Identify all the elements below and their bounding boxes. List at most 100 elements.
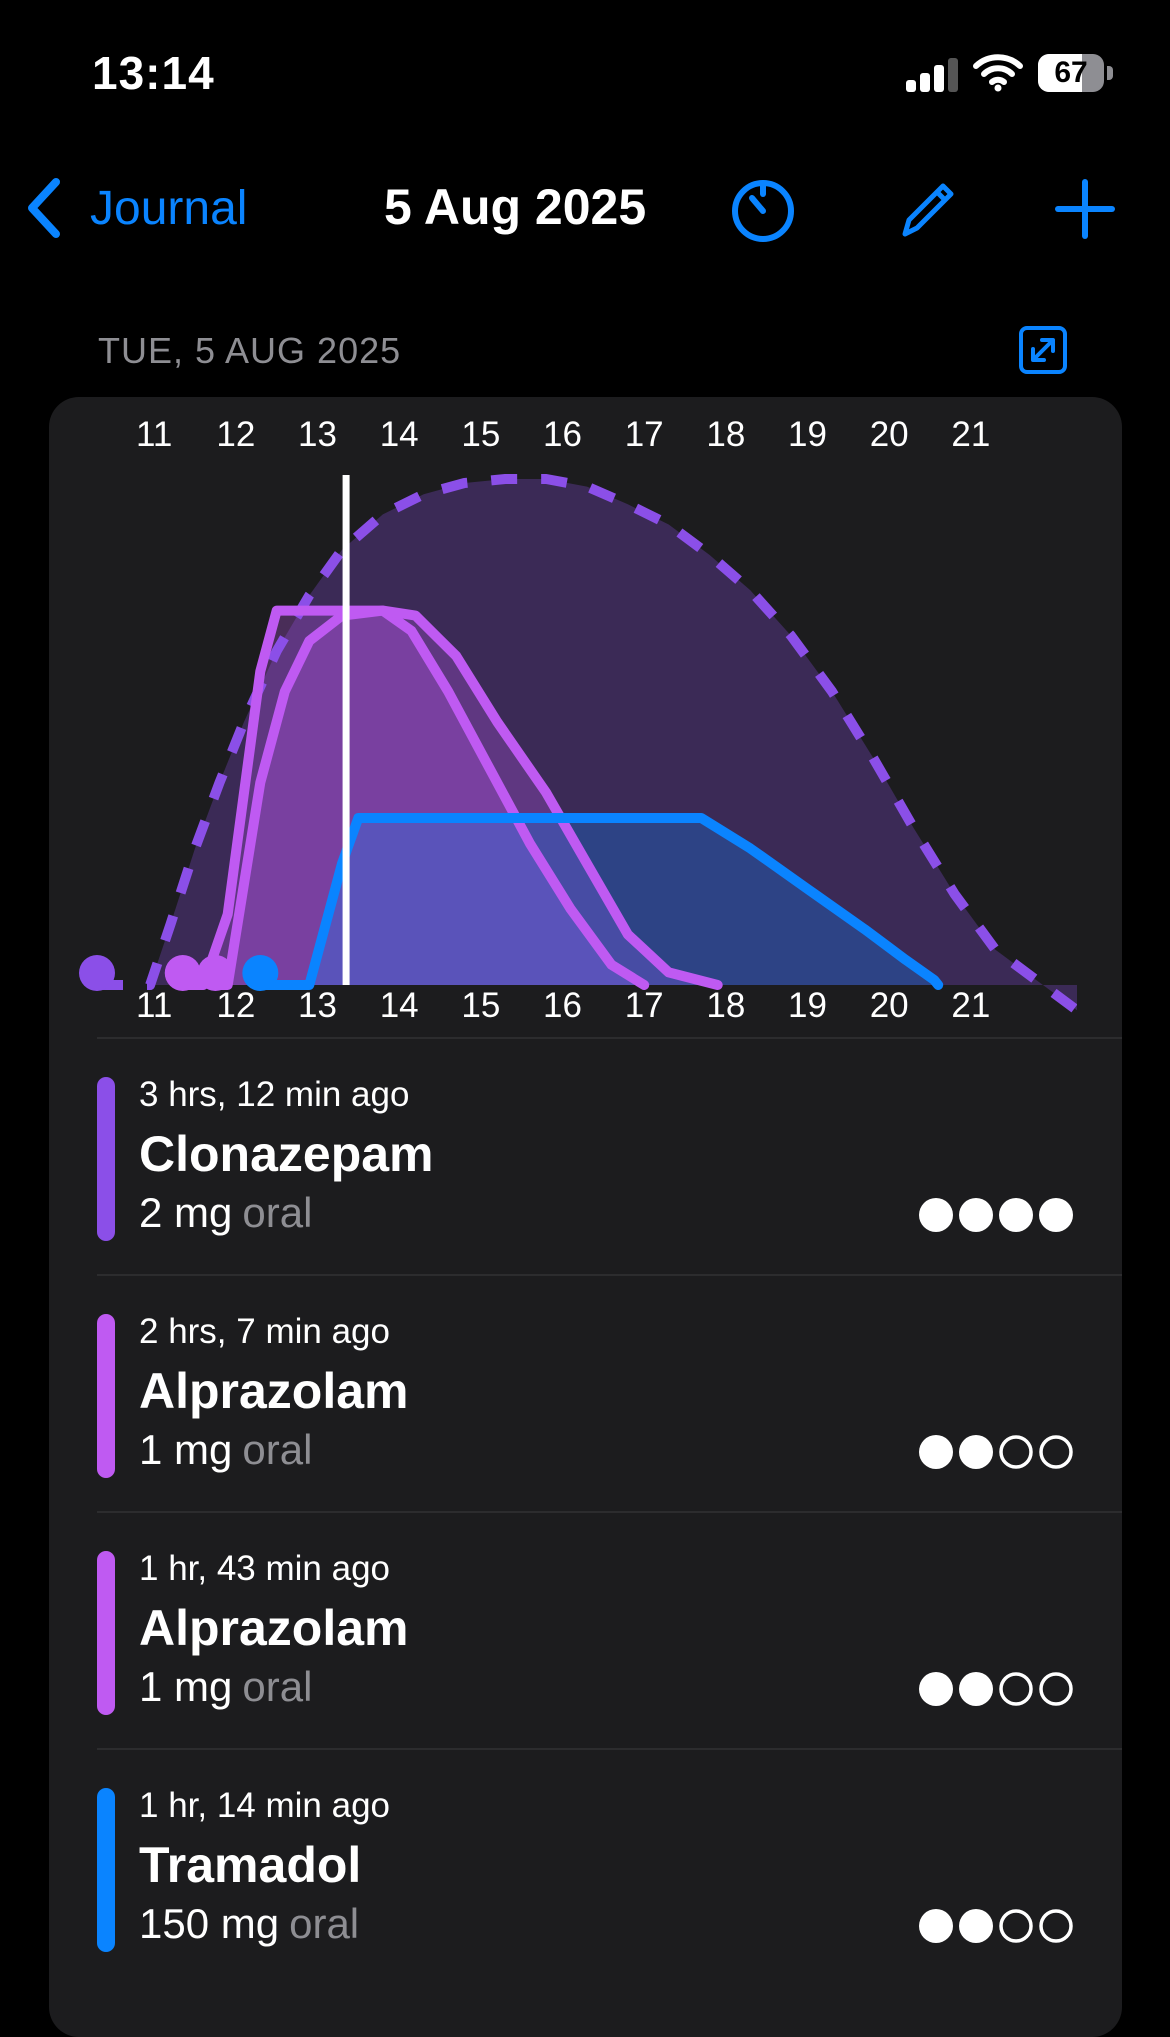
chevron-left-icon [28, 178, 60, 238]
x-tick-label-top: 15 [461, 415, 500, 454]
dose-dot-filled [999, 1198, 1033, 1232]
dose-marker-4[interactable] [242, 955, 279, 991]
x-tick-label-bottom: 18 [706, 986, 745, 1025]
x-tick-label-top: 12 [216, 415, 255, 454]
navigation-bar: Journal 5 Aug 2025 [0, 150, 1170, 266]
substance-name: Clonazepam [139, 1126, 434, 1182]
ingestion-row[interactable]: 2 hrs, 7 min ago Alprazolam 1 mg oral [49, 1276, 1122, 1512]
x-tick-label-bottom: 16 [543, 986, 582, 1025]
x-tick-label-top: 16 [543, 415, 582, 454]
dose-dot-filled [919, 1198, 953, 1232]
section-header-date: TUE, 5 AUG 2025 [98, 330, 402, 371]
timeline-card: 11 12 13 14 15 16 17 18 19 20 21 11 12 13 14 15 16 17 18 1… [49, 397, 1122, 2037]
x-tick-label-bottom: 21 [951, 986, 990, 1025]
x-tick-label-bottom: 20 [870, 986, 909, 1025]
x-tick-label-top: 21 [951, 415, 990, 454]
ingestion-time-ago: 1 hr, 14 min ago [139, 1786, 390, 1825]
route-of-administration: oral [242, 1426, 313, 1473]
series-area-4 [260, 818, 939, 985]
x-tick-label-top: 14 [380, 415, 419, 454]
ingestion-row[interactable]: 3 hrs, 12 min ago Clonazepam 2 mg oral [49, 1039, 1122, 1275]
dose-dot-filled [919, 1435, 953, 1469]
substance-name: Alprazolam [139, 1600, 409, 1656]
x-tick-label-top: 20 [870, 415, 909, 454]
route-of-administration: oral [242, 1663, 313, 1710]
row-divider [97, 1511, 1122, 1513]
back-label: Journal [90, 181, 248, 235]
dose-marker-1[interactable] [79, 955, 115, 991]
route-of-administration: oral [289, 1900, 360, 1947]
dose-dot-empty [1039, 1909, 1073, 1943]
row-divider [97, 1748, 1122, 1750]
substance-color-bar [97, 1314, 115, 1478]
dose-line: 2 mg oral [139, 1189, 312, 1237]
series-area-2 [182, 610, 645, 985]
dose-amount: 1 mg [139, 1426, 233, 1473]
x-tick-label-bottom: 13 [298, 986, 337, 1025]
page-title: 5 Aug 2025 [384, 179, 647, 235]
series-line-4 [255, 813, 944, 990]
route-of-administration: oral [242, 1189, 313, 1236]
battery-percent: 67 [1054, 56, 1088, 89]
row-divider [97, 1037, 1122, 1039]
plus-icon[interactable] [1050, 174, 1120, 244]
dose-dot-filled [959, 1198, 993, 1232]
ingestion-time-ago: 2 hrs, 7 min ago [139, 1312, 390, 1351]
substance-color-bar [97, 1077, 115, 1241]
pencil-icon[interactable] [893, 174, 963, 244]
dose-amount: 150 mg [139, 1900, 280, 1947]
substance-color-bar [97, 1551, 115, 1715]
ingestion-row[interactable]: 1 hr, 43 min ago Alprazolam 1 mg oral [49, 1513, 1122, 1749]
dose-dot-empty [1039, 1672, 1073, 1706]
dose-line: 1 mg oral [139, 1663, 312, 1711]
x-tick-label-bottom: 19 [788, 986, 827, 1025]
dose-dot-filled [1039, 1198, 1073, 1232]
x-tick-label-top: 13 [298, 415, 337, 454]
dose-dot-filled [919, 1909, 953, 1943]
dose-dot-filled [919, 1672, 953, 1706]
wifi-icon [973, 54, 1023, 92]
series-area-3 [215, 610, 718, 985]
dose-strength-dots [919, 1672, 1073, 1706]
ingestion-time-ago: 1 hr, 43 min ago [139, 1549, 390, 1588]
effect-timeline-chart[interactable]: 11 12 13 14 15 16 17 18 19 20 21 11 12 13 14 15 16 17 18 1… [49, 397, 1122, 1037]
dose-amount: 1 mg [139, 1663, 233, 1710]
expand-arrows-icon[interactable] [1018, 325, 1068, 375]
dose-marker-2[interactable] [164, 955, 201, 991]
dose-strength-dots [919, 1435, 1073, 1469]
status-time: 13:14 [92, 47, 215, 99]
status-bar: 13:14 67 [0, 0, 1170, 150]
dose-dot-empty [999, 1435, 1033, 1469]
dose-dot-empty [999, 1909, 1033, 1943]
dose-strength-dots [919, 1198, 1073, 1232]
dose-amount: 2 mg [139, 1189, 233, 1236]
dose-dot-filled [959, 1672, 993, 1706]
substance-name: Tramadol [139, 1837, 362, 1893]
substance-color-bar [97, 1788, 115, 1952]
row-divider [97, 1274, 1122, 1276]
x-tick-label-bottom: 11 [136, 986, 172, 1025]
dose-dot-empty [999, 1672, 1033, 1706]
ingestion-row[interactable]: 1 hr, 14 min ago Tramadol 150 mg oral [49, 1750, 1122, 1986]
dose-dot-filled [959, 1435, 993, 1469]
x-tick-label-bottom: 15 [461, 986, 500, 1025]
dose-line: 150 mg oral [139, 1900, 359, 1948]
dose-line: 1 mg oral [139, 1426, 312, 1474]
dose-dot-filled [959, 1909, 993, 1943]
x-tick-label-bottom: 17 [625, 986, 664, 1025]
substance-name: Alprazolam [139, 1363, 409, 1419]
timer-icon[interactable] [728, 174, 798, 244]
dose-strength-dots [919, 1909, 1073, 1943]
x-tick-label-bottom: 12 [216, 986, 255, 1025]
series-line-3 [210, 605, 723, 990]
dose-marker-3[interactable] [197, 955, 234, 991]
x-tick-label-top: 11 [136, 415, 172, 454]
x-tick-label-top: 19 [788, 415, 827, 454]
ingestion-time-ago: 3 hrs, 12 min ago [139, 1075, 410, 1114]
battery-icon: 67 [1038, 54, 1114, 92]
dose-dot-empty [1039, 1435, 1073, 1469]
x-tick-label-top: 18 [706, 415, 745, 454]
x-tick-label-bottom: 14 [380, 986, 419, 1025]
x-tick-label-top: 17 [625, 415, 664, 454]
back-button[interactable]: Journal [22, 170, 247, 246]
